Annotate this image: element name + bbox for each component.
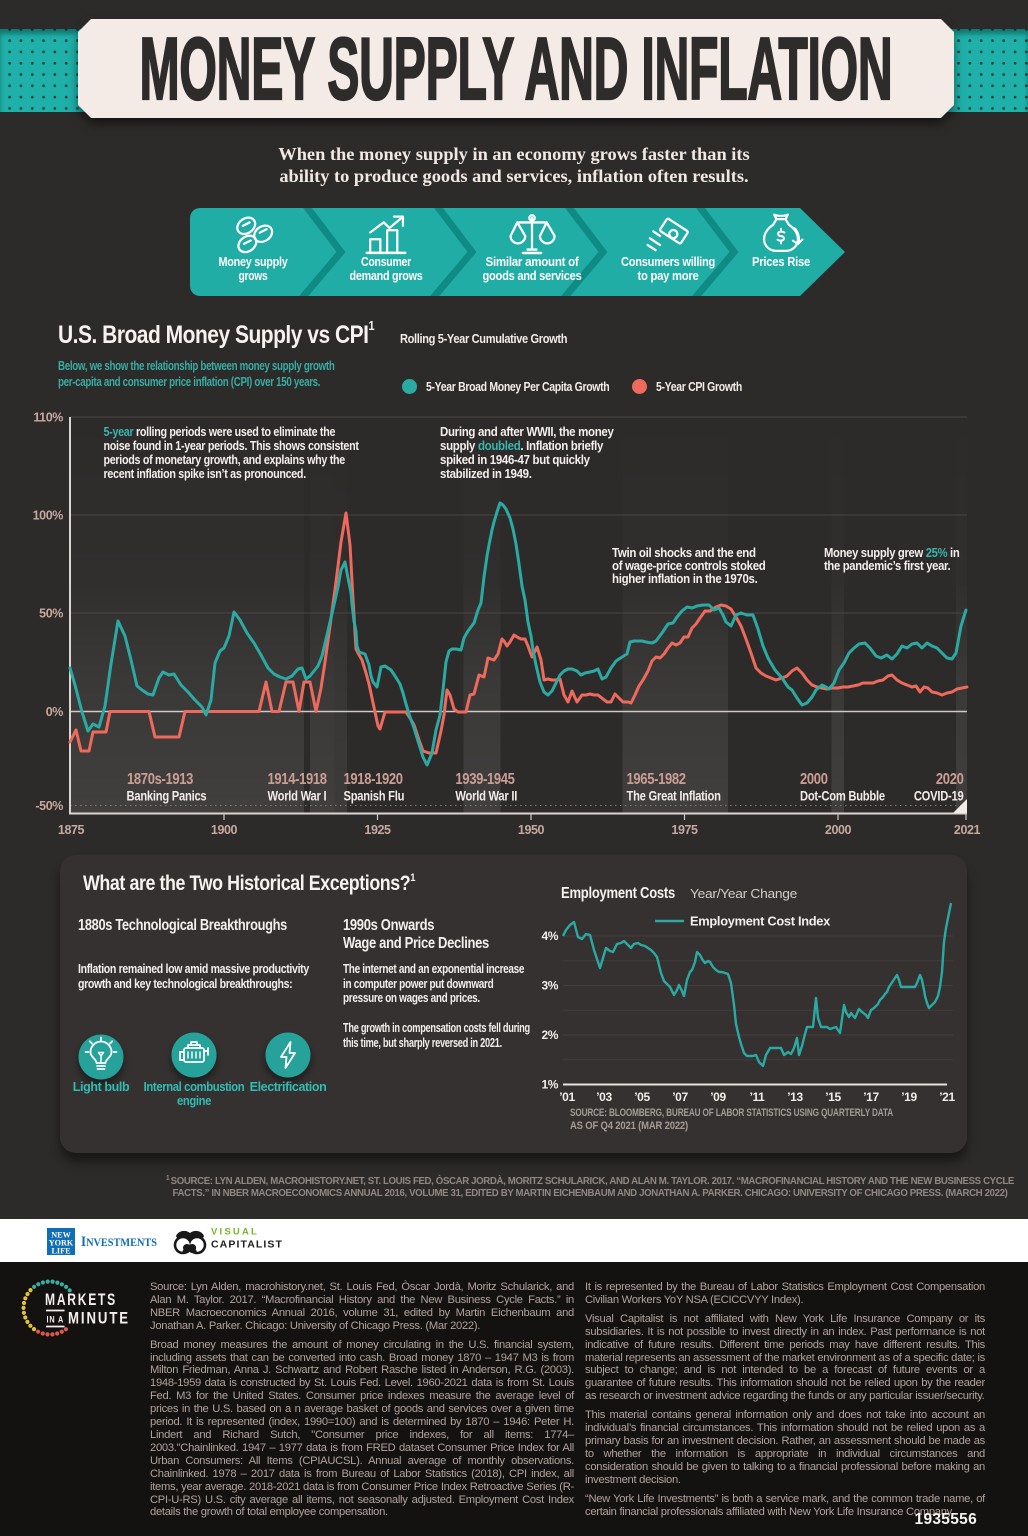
svg-text:Twin oil shocks and the end: Twin oil shocks and the end xyxy=(612,546,756,561)
svg-text:1914-1918: 1914-1918 xyxy=(268,771,328,788)
svg-text:YORK: YORK xyxy=(49,1239,74,1248)
svg-text:SOURCE: BLOOMBERG, BUREAU OF L: SOURCE: BLOOMBERG, BUREAU OF LABOR STATI… xyxy=(570,1107,893,1119)
svg-text:Consumers willing: Consumers willing xyxy=(621,255,715,269)
svg-text:2%: 2% xyxy=(541,1028,558,1042)
svg-text:MARKETS: MARKETS xyxy=(45,1291,117,1309)
svg-text:Consumer: Consumer xyxy=(361,255,411,269)
svg-text:50%: 50% xyxy=(39,607,63,621)
svg-text:Banking Panics: Banking Panics xyxy=(127,788,207,803)
svg-text:1950: 1950 xyxy=(518,823,545,837)
svg-text:supply doubled. Inflation brie: supply doubled. Inflation briefly xyxy=(440,439,604,454)
svg-text:goods and services: goods and services xyxy=(483,269,582,283)
svg-text:AS OF Q4 2021 (MAR 2022): AS OF Q4 2021 (MAR 2022) xyxy=(570,1120,688,1132)
svg-text:Spanish Flu: Spanish Flu xyxy=(344,788,405,803)
svg-text:1939-1945: 1939-1945 xyxy=(455,771,515,788)
svg-text:2020: 2020 xyxy=(936,771,964,788)
svg-text:’11: ’11 xyxy=(750,1090,766,1104)
svg-text:’01: ’01 xyxy=(559,1090,575,1104)
svg-text:MINUTE: MINUTE xyxy=(68,1310,130,1328)
svg-text:1918-1920: 1918-1920 xyxy=(344,771,404,788)
svg-text:3%: 3% xyxy=(541,979,558,993)
svg-text:’17: ’17 xyxy=(863,1090,879,1104)
svg-text:recent inflation spike isn’t a: recent inflation spike isn’t as pronounc… xyxy=(104,467,306,481)
svg-text:0%: 0% xyxy=(46,705,64,719)
svg-text:IN A: IN A xyxy=(47,1315,65,1325)
svg-text:Prices Rise: Prices Rise xyxy=(752,255,810,269)
svg-text:Money supply: Money supply xyxy=(219,255,288,269)
svg-text:4%: 4% xyxy=(541,929,558,943)
svg-text:Money supply grew 25% in: Money supply grew 25% in xyxy=(824,545,959,560)
svg-text:stabilized in 1949.: stabilized in 1949. xyxy=(440,467,532,482)
svg-text:’03: ’03 xyxy=(596,1090,612,1104)
svg-text:2021: 2021 xyxy=(954,823,981,837)
svg-text:1965-1982: 1965-1982 xyxy=(627,771,687,788)
svg-text:Employment Costs: Employment Costs xyxy=(561,885,675,902)
svg-text:spiked in 1946-47 but quickly: spiked in 1946-47 but quickly xyxy=(440,453,590,468)
svg-text:100%: 100% xyxy=(33,509,64,523)
svg-text:NEW: NEW xyxy=(51,1231,71,1240)
svg-text:During and after WWII, the mon: During and after WWII, the money xyxy=(440,425,614,440)
svg-text:noise found in 1-year periods.: noise found in 1-year periods. This show… xyxy=(104,439,360,453)
svg-text:’07: ’07 xyxy=(672,1090,688,1104)
svg-text:INVESTMENTS: INVESTMENTS xyxy=(81,1234,157,1250)
svg-text:grows: grows xyxy=(239,269,268,283)
svg-text:Similar amount of: Similar amount of xyxy=(486,255,580,269)
svg-text:110%: 110% xyxy=(33,411,63,425)
svg-text:1875: 1875 xyxy=(58,823,85,837)
svg-text:1975: 1975 xyxy=(671,823,698,837)
svg-text:Employment Cost Index: Employment Cost Index xyxy=(690,914,831,929)
svg-text:to pay more: to pay more xyxy=(638,269,699,283)
svg-text:’21: ’21 xyxy=(939,1090,955,1104)
svg-text:higher inflation in the 1970s.: higher inflation in the 1970s. xyxy=(612,572,757,587)
svg-text:’15: ’15 xyxy=(825,1090,841,1104)
svg-text:COVID-19: COVID-19 xyxy=(914,788,964,803)
svg-text:1900: 1900 xyxy=(211,823,238,837)
svg-text:2000: 2000 xyxy=(800,771,828,788)
svg-text:-50%: -50% xyxy=(35,799,63,813)
svg-text:periods of monetary growth, an: periods of monetary growth, and explains… xyxy=(104,453,346,467)
svg-text:’05: ’05 xyxy=(634,1090,650,1104)
svg-text:demand grows: demand grows xyxy=(350,269,423,283)
svg-text:VISUAL: VISUAL xyxy=(211,1227,259,1238)
svg-text:CAPITALIST: CAPITALIST xyxy=(211,1239,283,1251)
svg-text:1%: 1% xyxy=(541,1078,558,1092)
svg-text:the pandemic’s first year.: the pandemic’s first year. xyxy=(824,558,950,573)
svg-text:The Great Inflation: The Great Inflation xyxy=(627,788,721,803)
svg-text:LIFE: LIFE xyxy=(51,1247,71,1256)
svg-text:World War I: World War I xyxy=(268,788,327,803)
svg-text:Year/Year Change: Year/Year Change xyxy=(690,886,797,901)
svg-text:’13: ’13 xyxy=(787,1090,803,1104)
svg-text:’19: ’19 xyxy=(901,1090,917,1104)
svg-text:1925: 1925 xyxy=(364,823,391,837)
svg-text:2000: 2000 xyxy=(825,823,852,837)
svg-text:’09: ’09 xyxy=(710,1090,726,1104)
svg-text:5-year rolling periods were us: 5-year rolling periods were used to elim… xyxy=(104,425,336,439)
svg-text:1870s-1913: 1870s-1913 xyxy=(127,771,193,788)
svg-text:World War II: World War II xyxy=(455,788,517,803)
svg-text:of wage-price controls stoked: of wage-price controls stoked xyxy=(612,559,765,574)
svg-text:Dot-Com Bubble: Dot-Com Bubble xyxy=(800,788,885,803)
